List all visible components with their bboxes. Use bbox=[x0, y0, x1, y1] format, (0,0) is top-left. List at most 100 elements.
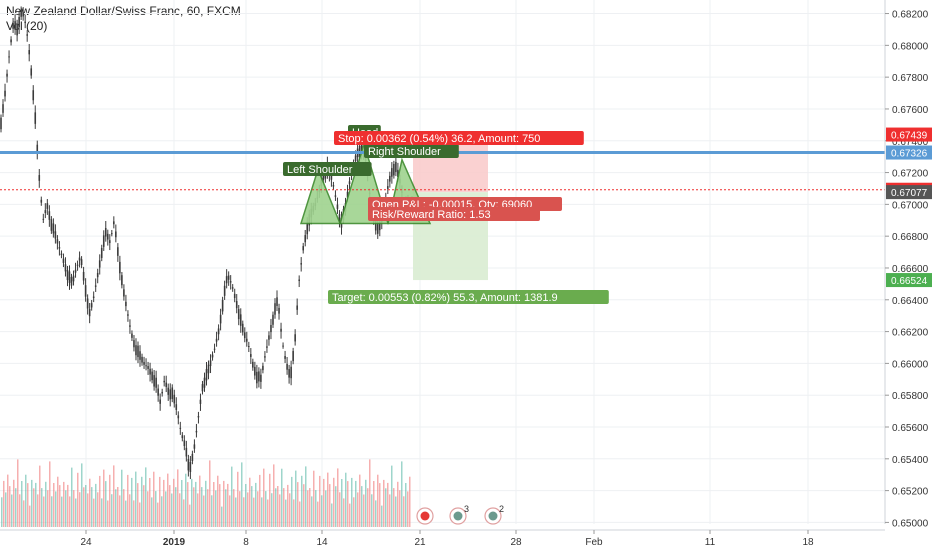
volume-bar bbox=[45, 481, 47, 527]
volume-bar bbox=[151, 497, 153, 527]
candle-body bbox=[306, 224, 309, 235]
volume-bar bbox=[259, 474, 261, 527]
volume-bar bbox=[103, 469, 105, 527]
volume-bar bbox=[87, 493, 89, 527]
candle-body bbox=[76, 264, 79, 266]
candle-body bbox=[389, 175, 391, 182]
volume-bar bbox=[11, 494, 13, 527]
candle-body bbox=[209, 360, 212, 367]
volume-bar bbox=[205, 480, 207, 527]
volume-bar bbox=[73, 490, 75, 527]
price-badge bbox=[886, 145, 932, 160]
volume-bar bbox=[41, 488, 43, 527]
volume-bar bbox=[117, 487, 119, 527]
volume-bar bbox=[29, 505, 31, 527]
candle-body bbox=[239, 314, 242, 326]
candle-body bbox=[133, 340, 135, 348]
candle-body bbox=[153, 375, 155, 387]
grid-lines bbox=[0, 0, 885, 524]
candle-body bbox=[0, 117, 2, 130]
candle-body bbox=[260, 374, 262, 382]
candle-body bbox=[106, 233, 109, 240]
volume-bar bbox=[263, 468, 265, 527]
candle-body bbox=[346, 191, 349, 198]
price-tick-label: 0.65800 bbox=[892, 391, 929, 402]
candle-body bbox=[334, 195, 337, 197]
volume-bar bbox=[171, 493, 173, 527]
volume-bar bbox=[217, 475, 219, 527]
candle-body bbox=[395, 161, 397, 172]
volume-bar bbox=[57, 476, 59, 527]
volume-bar bbox=[363, 494, 365, 527]
candle-body bbox=[268, 335, 270, 340]
volume-bar bbox=[349, 503, 351, 527]
time-axis[interactable]: 24 2019 8 14 21 28 Feb 11 18 bbox=[0, 529, 885, 548]
candle-body bbox=[296, 305, 298, 310]
volume-bar bbox=[239, 491, 241, 527]
candle-body bbox=[298, 279, 300, 281]
volume-bar bbox=[157, 502, 159, 527]
volume-bar bbox=[357, 492, 359, 527]
volume-bar bbox=[201, 487, 203, 527]
volume-bar bbox=[79, 492, 81, 527]
volume-bar bbox=[325, 490, 327, 527]
candle-body bbox=[90, 303, 93, 308]
candle-body bbox=[280, 328, 282, 332]
volume-bar bbox=[365, 479, 367, 527]
volume-bar bbox=[127, 474, 129, 527]
volume-bar bbox=[353, 497, 355, 527]
volume-bar bbox=[237, 471, 239, 527]
volume-bar bbox=[253, 497, 255, 527]
volume-bar bbox=[335, 486, 337, 527]
volume-bar bbox=[83, 487, 85, 527]
volume-bar bbox=[231, 466, 233, 527]
candle-body bbox=[183, 440, 186, 447]
time-tick-label: 2019 bbox=[163, 537, 186, 548]
price-tick-label: 0.68200 bbox=[892, 10, 929, 21]
candle-body bbox=[16, 23, 18, 36]
candle-body bbox=[272, 314, 274, 325]
volume-bar bbox=[121, 469, 123, 527]
volume-bar bbox=[177, 469, 179, 527]
volume-bar bbox=[271, 493, 273, 527]
candle-body bbox=[231, 287, 234, 289]
candle-body bbox=[22, 12, 24, 17]
volume-bar bbox=[89, 478, 91, 527]
candle-body bbox=[117, 247, 119, 256]
volume-bar bbox=[107, 500, 109, 527]
volume-bar bbox=[321, 495, 323, 527]
volume-bar bbox=[391, 465, 393, 527]
candle-body bbox=[127, 314, 129, 316]
volume-bar bbox=[133, 500, 135, 527]
price-axis[interactable]: 0.68200 0.68000 0.67800 0.67600 0.67400 0.672… bbox=[884, 0, 932, 529]
candle-body bbox=[243, 332, 246, 339]
volume-bar bbox=[159, 476, 161, 527]
volume-bar bbox=[99, 475, 101, 527]
volume-bar bbox=[343, 498, 345, 527]
right-shoulder-label: Right Shoulder bbox=[364, 144, 459, 158]
volume-bar bbox=[199, 475, 201, 527]
volume-bar bbox=[81, 463, 83, 527]
volume-bar bbox=[53, 483, 55, 527]
volume-bar bbox=[269, 473, 271, 527]
volume-bar bbox=[221, 506, 223, 527]
volume-bar bbox=[211, 495, 213, 527]
volume-bar bbox=[3, 480, 5, 527]
volume-bar bbox=[359, 474, 361, 527]
volume-bar bbox=[317, 501, 319, 527]
volume-bar bbox=[185, 473, 187, 527]
candle-body bbox=[151, 371, 153, 381]
volume-bar bbox=[109, 474, 111, 527]
volume-bar bbox=[113, 465, 115, 527]
volume-bar bbox=[401, 461, 403, 527]
candle-body bbox=[376, 222, 379, 234]
volume-bar bbox=[147, 491, 149, 527]
candle-body bbox=[175, 404, 178, 410]
volume-bar bbox=[163, 479, 165, 527]
volume-bar bbox=[23, 500, 25, 527]
candle-body bbox=[237, 309, 240, 320]
volume-bar bbox=[245, 484, 247, 527]
candle-body bbox=[131, 333, 133, 338]
